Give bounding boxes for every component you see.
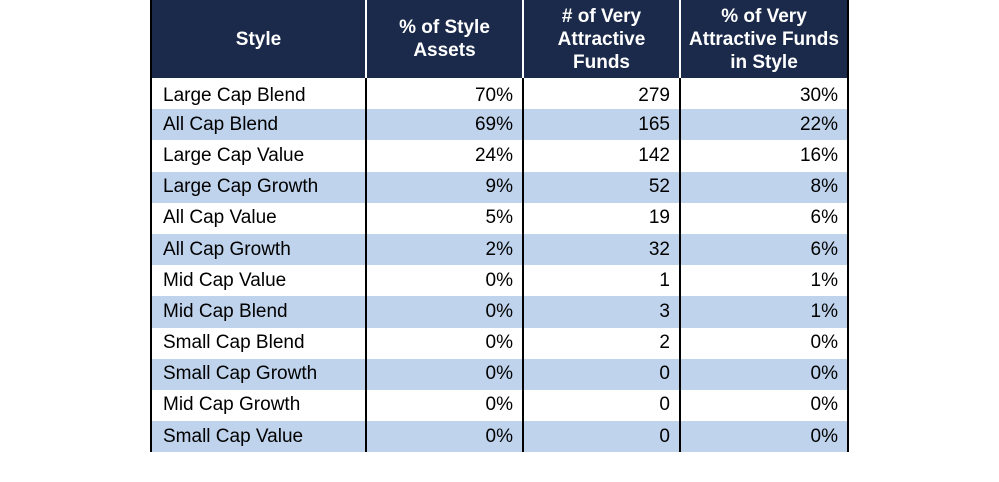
cell-very-attractive-funds: 52 [522,171,680,203]
cell-style: Mid Cap Blend [152,296,366,328]
cell-pct-very-attractive: 6% [679,202,847,234]
cell-style-assets: 69% [365,109,523,141]
table-row: Large Cap Value 24% 142 16% [152,140,847,172]
cell-pct-very-attractive: 0% [679,327,847,359]
cell-style-assets: 24% [365,140,523,172]
table-row: Small Cap Value 0% 0 0% [152,421,847,453]
cell-very-attractive-funds: 3 [522,296,680,328]
cell-pct-very-attractive: 6% [679,233,847,266]
cell-style-assets: 5% [365,202,523,234]
cell-style: Large Cap Growth [152,171,366,203]
table-row: Mid Cap Value 0% 1 1% [152,265,847,297]
cell-pct-very-attractive: 0% [679,389,847,422]
cell-style: Small Cap Growth [152,358,366,390]
cell-very-attractive-funds: 165 [522,109,680,141]
cell-pct-very-attractive: 1% [679,265,847,297]
cell-style: Large Cap Value [163,144,305,166]
header-pct-very-attractive: % of Very Attractive Funds in Style [679,0,847,78]
table-row: Small Cap Blend 0% 2 0% [152,327,847,359]
table-row: Mid Cap Growth 0% 0 0% [152,389,847,422]
cell-style-assets: 70% [365,78,523,110]
cell-style: Mid Cap Value [163,269,287,291]
cell-very-attractive-funds: 2 [522,327,680,359]
cell-pct-very-attractive: 30% [679,78,847,110]
cell-style-assets: 9% [365,171,523,203]
table-row: All Cap Blend 69% 165 22% [152,109,847,141]
cell-very-attractive-funds: 0 [522,389,680,422]
cell-style-assets: 0% [365,296,523,328]
style-table: Style % of Style Assets # of Very Attrac… [152,0,847,453]
table-body: Large Cap Blend 70% 279 30% All Cap Blend 69%… [152,78,847,453]
cell-style: Small Cap Value [152,421,366,453]
cell-pct-very-attractive: 0% [679,358,847,390]
cell-pct-very-attractive: 16% [679,140,847,172]
cell-style-assets: 0% [365,265,523,297]
cell-style-assets: 0% [365,421,523,453]
header-style-assets: % of Style Assets [365,0,523,78]
table-row: All Cap Growth 2% 32 6% [152,233,847,266]
cell-pct-very-attractive: 8% [679,171,847,203]
cell-very-attractive-funds: 142 [522,140,680,172]
cell-style: All Cap Value [163,207,277,229]
table-row: Large Cap Growth 9% 52 8% [152,171,847,203]
cell-style: All Cap Blend [152,109,366,141]
cell-very-attractive-funds: 279 [522,78,680,110]
cell-style-assets: 0% [365,358,523,390]
cell-pct-very-attractive: 0% [679,421,847,453]
cell-very-attractive-funds: 1 [522,265,680,297]
table-row: Mid Cap Blend 0% 3 1% [152,296,847,328]
cell-pct-very-attractive: 1% [679,296,847,328]
table-row: Large Cap Blend 70% 279 30% [152,78,847,110]
cell-style: Large Cap Blend [163,84,306,106]
cell-style-assets: 0% [365,327,523,359]
header-row: Style % of Style Assets # of Very Attrac… [152,0,847,78]
cell-style-assets: 0% [365,389,523,422]
table-row: Small Cap Growth 0% 0 0% [152,358,847,390]
header-style: Style [152,0,366,78]
table-header: Style % of Style Assets # of Very Attrac… [152,0,847,78]
table-row: All Cap Value 5% 19 6% [152,202,847,234]
cell-pct-very-attractive: 22% [679,109,847,141]
header-very-attractive-funds: # of Very Attractive Funds [522,0,680,78]
cell-style: Mid Cap Growth [163,394,301,416]
cell-very-attractive-funds: 32 [522,233,680,266]
cell-style: Small Cap Blend [163,332,305,354]
cell-very-attractive-funds: 0 [522,358,680,390]
cell-very-attractive-funds: 0 [522,421,680,453]
style-table-container: Style % of Style Assets # of Very Attrac… [150,0,849,453]
cell-style-assets: 2% [365,233,523,266]
cell-very-attractive-funds: 19 [522,202,680,234]
cell-style: All Cap Growth [152,233,366,266]
